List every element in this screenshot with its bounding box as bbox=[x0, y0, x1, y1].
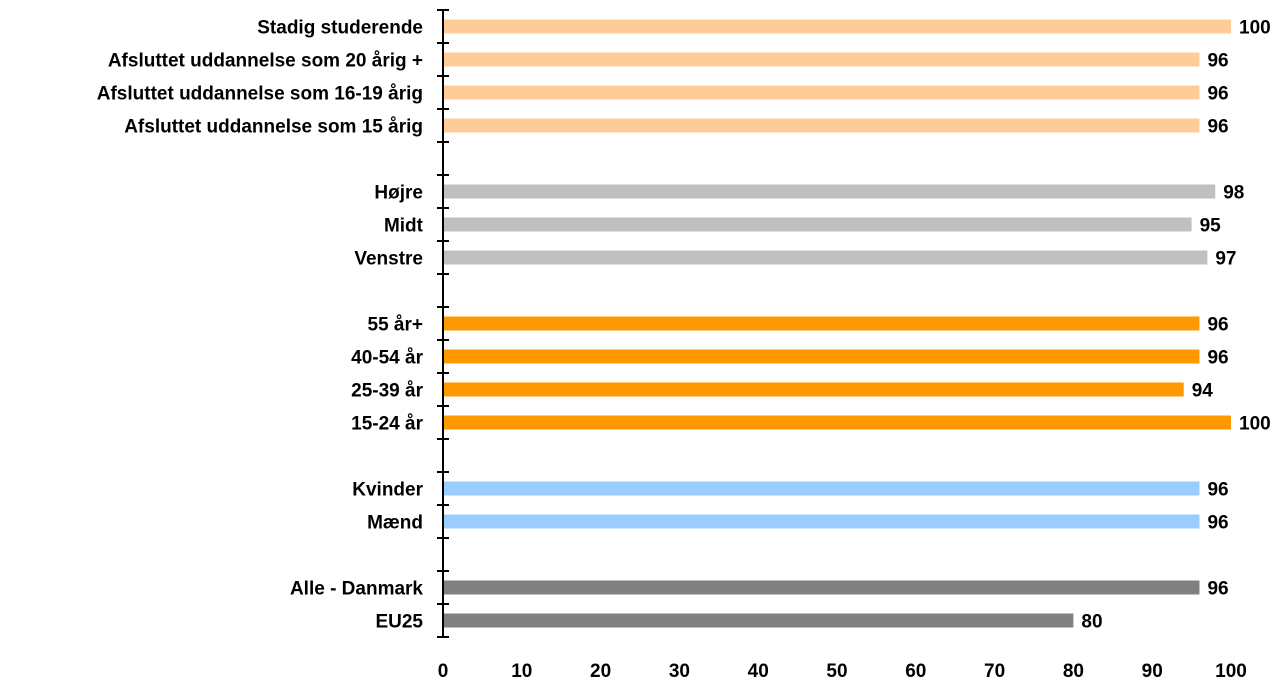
bar bbox=[443, 613, 1074, 628]
x-tick-label: 30 bbox=[669, 661, 690, 682]
value-label: 80 bbox=[1081, 612, 1102, 633]
category-label: Alle - Danmark bbox=[290, 579, 423, 600]
category-label: Afsluttet uddannelse som 20 årig + bbox=[108, 51, 423, 72]
value-label: 96 bbox=[1207, 117, 1228, 138]
bars-layer bbox=[443, 19, 1231, 628]
category-label: Venstre bbox=[354, 249, 423, 270]
category-label: Mænd bbox=[367, 513, 423, 534]
x-tick-label: 80 bbox=[1063, 661, 1084, 682]
value-label: 94 bbox=[1192, 381, 1214, 402]
category-label: 55 år+ bbox=[368, 315, 423, 336]
x-tick-label: 10 bbox=[511, 661, 532, 682]
category-label: 40-54 år bbox=[351, 348, 423, 369]
category-label: 25-39 år bbox=[351, 381, 423, 402]
bar bbox=[443, 580, 1200, 595]
category-label: Kvinder bbox=[352, 480, 423, 501]
value-label: 96 bbox=[1207, 51, 1228, 72]
bar bbox=[443, 217, 1192, 232]
bar bbox=[443, 19, 1231, 34]
bar bbox=[443, 52, 1200, 67]
bar bbox=[443, 382, 1184, 397]
bar bbox=[443, 250, 1208, 265]
value-label: 100 bbox=[1239, 18, 1271, 39]
value-label: 96 bbox=[1207, 579, 1228, 600]
bar bbox=[443, 85, 1200, 100]
bar bbox=[443, 118, 1200, 133]
value-label: 96 bbox=[1207, 315, 1228, 336]
axis-layer bbox=[437, 9, 449, 638]
x-tick-label: 40 bbox=[748, 661, 769, 682]
bar bbox=[443, 415, 1231, 430]
x-tick-label: 90 bbox=[1142, 661, 1163, 682]
category-label: Afsluttet uddannelse som 16-19 årig bbox=[97, 84, 423, 105]
x-tick-label: 20 bbox=[590, 661, 611, 682]
category-label: Midt bbox=[384, 216, 424, 237]
value-label: 96 bbox=[1207, 348, 1228, 369]
bar bbox=[443, 316, 1200, 331]
value-label: 98 bbox=[1223, 183, 1244, 204]
x-tick-label: 60 bbox=[905, 661, 926, 682]
bar bbox=[443, 514, 1200, 529]
category-label: Afsluttet uddannelse som 15 årig bbox=[124, 117, 423, 138]
value-label: 97 bbox=[1215, 249, 1236, 270]
category-label: Højre bbox=[374, 183, 423, 204]
bar bbox=[443, 184, 1216, 199]
bar bbox=[443, 349, 1200, 364]
x-tick-label: 50 bbox=[826, 661, 847, 682]
value-label: 100 bbox=[1239, 414, 1271, 435]
category-label: 15-24 år bbox=[351, 414, 423, 435]
value-label: 96 bbox=[1207, 513, 1228, 534]
category-label: EU25 bbox=[375, 612, 423, 633]
category-label: Stadig studerende bbox=[257, 18, 423, 39]
x-tick-label: 0 bbox=[438, 661, 449, 682]
x-tick-label: 70 bbox=[984, 661, 1005, 682]
value-label: 96 bbox=[1207, 84, 1228, 105]
bar bbox=[443, 481, 1200, 496]
x-tick-label: 100 bbox=[1215, 661, 1247, 682]
value-label: 95 bbox=[1200, 216, 1222, 237]
value-label: 96 bbox=[1207, 480, 1228, 501]
